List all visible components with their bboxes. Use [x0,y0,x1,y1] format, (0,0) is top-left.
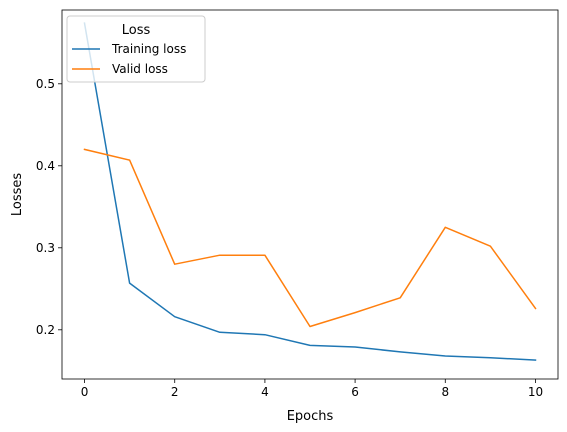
x-tick-label: 2 [171,385,179,399]
series-line-training-loss [83,22,537,361]
x-tick-label: 8 [441,385,449,399]
y-tick-label: 0.2 [36,323,55,337]
legend-title: Loss [122,23,151,38]
x-tick-label: 4 [261,385,269,399]
y-tick-label: 0.3 [36,241,55,255]
x-tick-label: 0 [81,385,89,399]
x-tick-label: 6 [351,385,359,399]
x-tick-label: 10 [528,385,543,399]
y-tick-label: 0.5 [36,77,55,91]
series-line-valid-loss [83,148,537,328]
y-axis-label: Losses [10,173,25,217]
legend: Loss Training loss Valid loss [66,15,206,83]
x-axis-ticks: 0 2 4 6 8 10 [81,379,543,399]
y-tick-label: 0.4 [36,159,55,173]
y-axis-ticks: 0.2 0.3 0.4 0.5 [36,77,62,337]
legend-frame [66,15,206,83]
plot-frame [61,9,559,380]
x-axis-label: Epochs [287,409,334,424]
legend-entry-label: Training loss [111,42,186,56]
legend-entry-label: Valid loss [112,62,168,76]
series-layer [83,22,537,361]
